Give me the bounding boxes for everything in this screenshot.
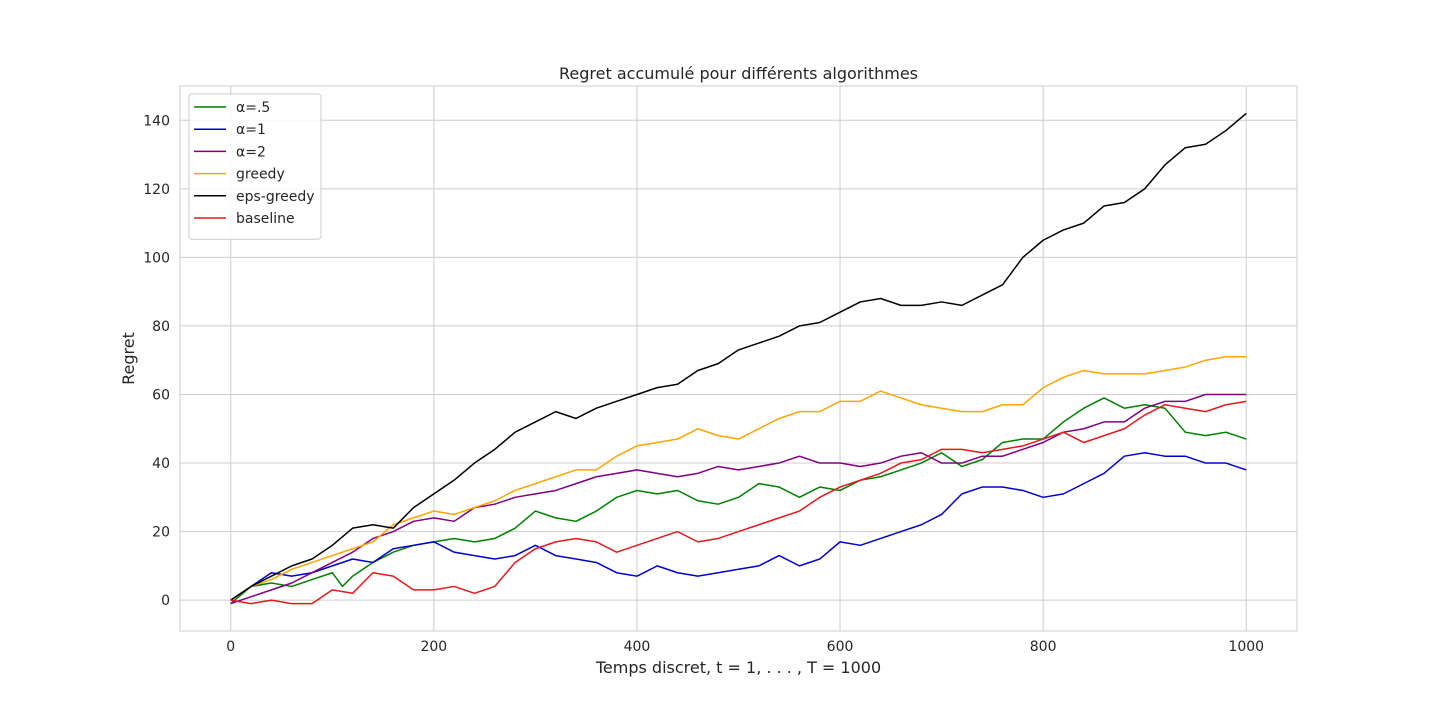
x-tick-label: 0 [226, 639, 235, 655]
x-axis-label: Temps discret, t = 1, . . . , T = 1000 [595, 658, 881, 677]
series-lines [230, 112, 1247, 605]
x-tick-label: 200 [420, 639, 447, 655]
y-axis-label: Regret [119, 332, 138, 385]
x-tick-label: 400 [624, 639, 651, 655]
legend-entry: baseline [236, 211, 295, 227]
x-tick-label: 1000 [1228, 639, 1264, 655]
legend-entry: α=.5 [236, 100, 270, 116]
y-tick-label: 120 [143, 182, 170, 198]
grid-lines [180, 86, 1297, 631]
legend-entry: eps-greedy [236, 189, 315, 205]
legend-entry: greedy [236, 167, 285, 183]
y-tick-label: 40 [152, 456, 170, 472]
series-line-5 [230, 397, 1247, 605]
legend-entry: α=1 [236, 122, 266, 138]
y-tick-label: 140 [143, 113, 170, 129]
series-line-1 [230, 452, 1247, 601]
series-line-greedy [230, 356, 1247, 601]
series-line-2 [230, 393, 1247, 605]
y-tick-label: 100 [143, 250, 170, 266]
y-tick-label: 60 [152, 387, 170, 403]
x-tick-label: 600 [827, 639, 854, 655]
y-tick-label: 0 [161, 593, 170, 609]
y-tick-label: 20 [152, 525, 170, 541]
series-line-baseline [230, 400, 1247, 605]
chart-title: Regret accumulé pour différents algorith… [559, 64, 918, 83]
plot-area [180, 86, 1297, 631]
legend-entry: α=2 [236, 144, 266, 160]
plot-frame [179, 85, 1298, 632]
y-tick-labels: 0 20 40 60 80 100 120 140 [143, 113, 170, 609]
series-line-eps-greedy [230, 112, 1247, 601]
x-tick-labels: 0 200 400 600 800 1000 [226, 639, 1264, 655]
y-tick-label: 80 [152, 319, 170, 335]
x-tick-label: 800 [1030, 639, 1057, 655]
legend-box [188, 93, 322, 240]
legend: α=.5 α=1 α=2 greedy eps-greedy baseline [188, 93, 322, 240]
